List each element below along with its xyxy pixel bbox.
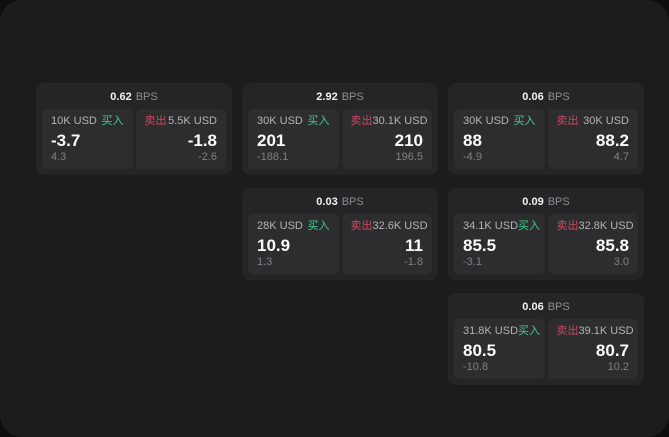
buy-quote-tile[interactable]: 30K USD 买入 201 -188.1 <box>248 109 339 169</box>
buy-quote-tile[interactable]: 10K USD 买入 -3.7 4.3 <box>42 109 133 169</box>
buy-delta: 1.3 <box>257 256 273 268</box>
sell-price: 88.2 <box>595 131 629 150</box>
buy-delta: 4.3 <box>51 151 67 163</box>
bps-value: 2.92 <box>316 91 338 103</box>
buy-side-label: 买入 <box>307 220 330 232</box>
sell-quote-tile[interactable]: 卖出 39.1K USD 80.7 10.2 <box>547 319 638 379</box>
buy-amount: 31.8K USD <box>463 325 519 337</box>
buy-quote-tile[interactable]: 34.1K USD 买入 85.5 -3.1 <box>454 214 545 274</box>
buy-delta: -10.8 <box>463 361 489 373</box>
bps-unit-label: BPS <box>547 301 570 313</box>
buy-quote-tile[interactable]: 30K USD 买入 88 -4.9 <box>454 109 545 169</box>
sell-side-label: 卖出 <box>556 220 579 232</box>
sell-delta: -2.6 <box>198 151 217 163</box>
quote-panels: 28K USD 买入 10.9 1.3 卖出 32.6K USD 11 -1.8 <box>248 214 432 274</box>
card-header: 0.62 BPS <box>42 89 226 105</box>
quote-card: 0.09 BPS 34.1K USD 买入 85.5 -3.1 卖出 32.8K… <box>448 188 644 280</box>
buy-amount: 28K USD <box>257 220 303 232</box>
sell-quote-tile[interactable]: 卖出 30K USD 88.2 4.7 <box>547 109 638 169</box>
quote-card: 0.06 BPS 31.8K USD 买入 80.5 -10.8 卖出 39.1… <box>448 293 644 385</box>
buy-price: 85.5 <box>463 236 497 255</box>
bps-unit-label: BPS <box>135 91 158 103</box>
bps-unit-label: BPS <box>547 196 570 208</box>
quote-card: 0.62 BPS 10K USD 买入 -3.7 4.3 卖出 5.5K USD <box>36 83 232 175</box>
buy-amount: 34.1K USD <box>463 220 519 232</box>
sell-price: 210 <box>394 131 423 150</box>
sell-amount: 32.8K USD <box>578 220 634 232</box>
bps-value: 0.09 <box>522 196 544 208</box>
buy-delta: -4.9 <box>463 151 482 163</box>
sell-quote-tile[interactable]: 卖出 32.8K USD 85.8 3.0 <box>547 214 638 274</box>
sell-amount: 32.6K USD <box>372 220 428 232</box>
buy-price: 88 <box>463 131 482 150</box>
bps-value: 0.06 <box>522 301 544 313</box>
bps-value: 0.06 <box>522 91 544 103</box>
quote-panels: 34.1K USD 买入 85.5 -3.1 卖出 32.8K USD 85.8… <box>454 214 638 274</box>
quote-panels: 30K USD 买入 201 -188.1 卖出 30.1K USD 210 1… <box>248 109 432 169</box>
quote-card: 0.03 BPS 28K USD 买入 10.9 1.3 卖出 32.6K US… <box>242 188 438 280</box>
sell-delta: 10.2 <box>607 361 629 373</box>
sell-delta: 196.5 <box>395 151 423 163</box>
quote-panels: 31.8K USD 买入 80.5 -10.8 卖出 39.1K USD 80.… <box>454 319 638 379</box>
buy-amount: 10K USD <box>51 115 97 127</box>
quote-card-grid: 0.62 BPS 10K USD 买入 -3.7 4.3 卖出 5.5K USD <box>36 83 644 385</box>
sell-price: 85.8 <box>595 236 629 255</box>
card-header: 0.09 BPS <box>454 194 638 210</box>
buy-quote-tile[interactable]: 31.8K USD 买入 80.5 -10.8 <box>454 319 545 379</box>
buy-price: -3.7 <box>51 131 81 150</box>
bps-unit-label: BPS <box>341 196 364 208</box>
sell-amount: 30.1K USD <box>372 115 428 127</box>
bps-value: 0.62 <box>110 91 132 103</box>
card-header: 0.03 BPS <box>248 194 432 210</box>
sell-quote-tile[interactable]: 卖出 32.6K USD 11 -1.8 <box>341 214 432 274</box>
buy-price: 10.9 <box>257 236 291 255</box>
sell-side-label: 卖出 <box>556 325 579 337</box>
buy-side-label: 买入 <box>518 325 541 337</box>
sell-side-label: 卖出 <box>144 115 167 127</box>
sell-price: 80.7 <box>595 341 629 360</box>
buy-price: 201 <box>257 131 286 150</box>
card-header: 0.06 BPS <box>454 299 638 315</box>
sell-price: -1.8 <box>187 131 217 150</box>
sell-side-label: 卖出 <box>350 115 373 127</box>
buy-amount: 30K USD <box>463 115 509 127</box>
sell-side-label: 卖出 <box>350 220 373 232</box>
buy-side-label: 买入 <box>101 115 124 127</box>
sell-delta: -1.8 <box>404 256 423 268</box>
quote-card: 2.92 BPS 30K USD 买入 201 -188.1 卖出 30.1K … <box>242 83 438 175</box>
quote-panels: 30K USD 买入 88 -4.9 卖出 30K USD 88.2 4.7 <box>454 109 638 169</box>
buy-side-label: 买入 <box>307 115 330 127</box>
sell-amount: 39.1K USD <box>578 325 634 337</box>
sell-amount: 5.5K USD <box>168 115 217 127</box>
sell-quote-tile[interactable]: 卖出 5.5K USD -1.8 -2.6 <box>135 109 226 169</box>
buy-amount: 30K USD <box>257 115 303 127</box>
bps-value: 0.03 <box>316 196 338 208</box>
buy-side-label: 买入 <box>518 220 541 232</box>
sell-side-label: 卖出 <box>556 115 579 127</box>
buy-delta: -3.1 <box>463 256 482 268</box>
sell-quote-tile[interactable]: 卖出 30.1K USD 210 196.5 <box>341 109 432 169</box>
card-header: 0.06 BPS <box>454 89 638 105</box>
buy-price: 80.5 <box>463 341 497 360</box>
buy-delta: -188.1 <box>257 151 289 163</box>
sell-delta: 3.0 <box>613 256 629 268</box>
buy-quote-tile[interactable]: 28K USD 买入 10.9 1.3 <box>248 214 339 274</box>
quote-panels: 10K USD 买入 -3.7 4.3 卖出 5.5K USD -1.8 -2.… <box>42 109 226 169</box>
sell-amount: 30K USD <box>583 115 629 127</box>
bps-unit-label: BPS <box>547 91 570 103</box>
bps-unit-label: BPS <box>341 91 364 103</box>
sell-delta: 4.7 <box>613 151 629 163</box>
card-header: 2.92 BPS <box>248 89 432 105</box>
quote-card: 0.06 BPS 30K USD 买入 88 -4.9 卖出 30K USD <box>448 83 644 175</box>
sell-price: 11 <box>405 236 423 255</box>
buy-side-label: 买入 <box>513 115 536 127</box>
